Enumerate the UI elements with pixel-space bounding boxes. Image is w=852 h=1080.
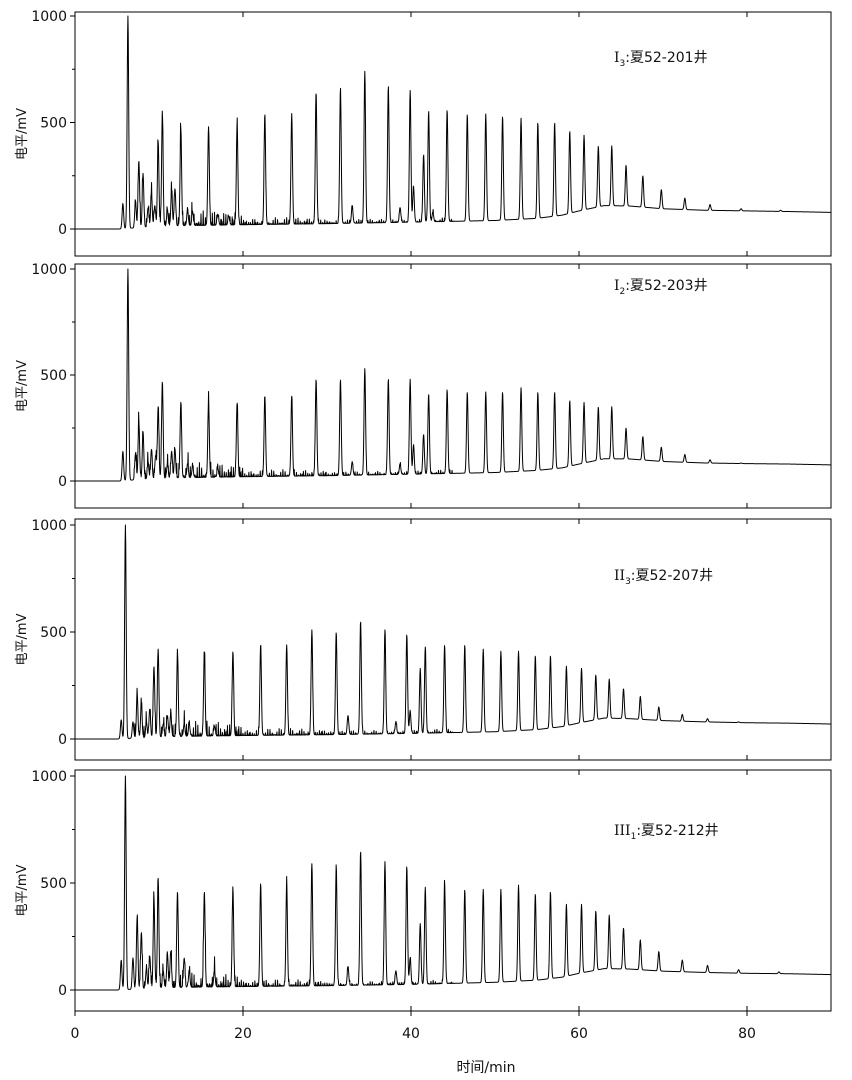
y-tick-label: 1000 <box>31 9 67 25</box>
y-tick-label: 1000 <box>31 262 67 278</box>
peak-point <box>447 109 448 110</box>
y-tick-label: 0 <box>58 983 67 999</box>
peak-point <box>340 379 341 380</box>
panel-1: 0 500 1000 电平/mV I3:夏52-201井 <box>15 9 832 257</box>
panel-2: 0 500 1000 电平/mV I2:夏52-203井 <box>15 262 832 509</box>
x-axis-title: 时间/min <box>456 1060 515 1076</box>
chromatogram-trace <box>74 15 832 230</box>
x-tick-label: 40 <box>402 1026 420 1042</box>
y-tick-label: 500 <box>40 368 67 384</box>
peak-point <box>444 644 445 645</box>
peak-point <box>177 891 178 892</box>
y-tick-label: 500 <box>40 625 67 641</box>
x-tick-label: 20 <box>234 1026 252 1042</box>
peak-point <box>550 891 551 892</box>
peak-point <box>360 850 361 851</box>
sample-label: I2:夏52-203井 <box>614 278 708 297</box>
y-axis-title: 电平/mV <box>15 864 30 916</box>
peak-point <box>502 116 503 117</box>
y-axis-title: 电平/mV <box>15 360 30 412</box>
peak-point <box>316 379 317 380</box>
peak-point <box>162 381 163 382</box>
panel-frame <box>74 263 832 509</box>
y-tick-label: 0 <box>58 222 67 238</box>
x-tick-label: 0 <box>71 1026 80 1042</box>
y-axis-title: 电平/mV <box>15 613 30 665</box>
y-tick-label: 1000 <box>31 518 67 534</box>
chromatogram-trace <box>74 268 832 482</box>
x-tick-label: 80 <box>738 1026 756 1042</box>
peak-point <box>260 883 261 884</box>
peak-point <box>467 113 468 114</box>
peak-point <box>554 122 555 123</box>
x-tick-label: 60 <box>570 1026 588 1042</box>
peak-point <box>360 621 361 622</box>
chromatogram-trace <box>74 775 832 991</box>
panel-3: 0 500 1000 电平/mV II3:夏52-207井 <box>15 518 832 761</box>
peak-point <box>406 865 407 866</box>
peak-point <box>464 644 465 645</box>
peak-point <box>204 891 205 892</box>
panel-frame <box>74 769 832 1012</box>
y-tick-label: 500 <box>40 876 67 892</box>
peak-point <box>464 889 465 890</box>
x-axis: 0 20 40 60 80 <box>71 1011 756 1042</box>
y-tick-label: 0 <box>58 732 67 748</box>
sample-label: II3:夏52-207井 <box>614 568 713 587</box>
y-tick-label: 0 <box>58 474 67 490</box>
peak-point <box>264 113 265 114</box>
panel-frame <box>74 11 832 257</box>
peak-point <box>336 632 337 633</box>
peak-point <box>316 92 317 93</box>
chromatogram-trace <box>74 524 832 740</box>
y-tick-label: 500 <box>40 116 67 132</box>
sample-label: III1:夏52-212井 <box>614 823 719 842</box>
panel-4: 0 500 1000 电平/mV III1:夏52-212井 <box>15 769 832 1012</box>
y-tick-label: 1000 <box>31 769 67 785</box>
y-axis-title: 电平/mV <box>15 108 30 160</box>
peak-point <box>406 634 407 635</box>
sample-label: I3:夏52-201井 <box>614 50 708 69</box>
peak-point <box>537 122 538 123</box>
panel-frame <box>74 518 832 761</box>
panels-group: 0 500 1000 电平/mV I3:夏52-201井 0 500 1000 电平/mV I2:… <box>15 9 832 1012</box>
peak-point <box>535 893 536 894</box>
